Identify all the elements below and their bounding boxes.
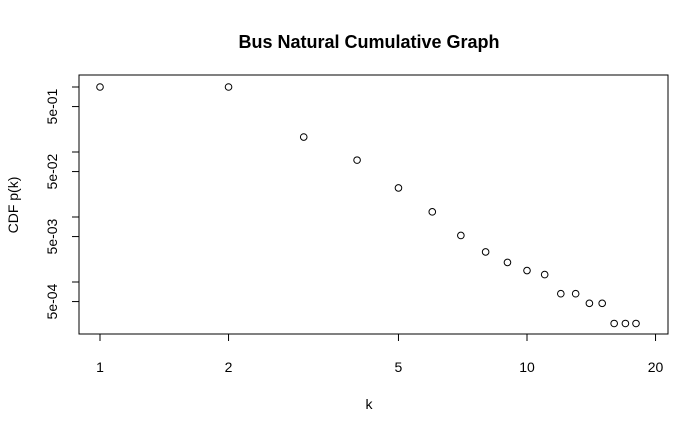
x-tick-label: 20 xyxy=(648,359,664,375)
data-point xyxy=(457,231,465,240)
data-point xyxy=(523,266,531,275)
y-tick-label: 5e-01 xyxy=(44,88,60,124)
x-tick-label: 10 xyxy=(519,359,535,375)
data-point xyxy=(610,319,618,328)
data-point xyxy=(394,184,403,192)
y-axis-label: CDF p(k) xyxy=(5,177,21,234)
y-axis: 5e-01 5e-02 5e-03 5e-04 xyxy=(44,86,80,319)
x-tick-label: 5 xyxy=(395,359,403,375)
x-tick-label: 1 xyxy=(96,359,104,375)
data-point xyxy=(299,133,308,141)
data-point xyxy=(632,319,640,328)
data-point xyxy=(353,156,361,164)
data-point xyxy=(557,289,565,298)
data-point xyxy=(96,83,104,91)
plot-box xyxy=(78,74,669,335)
x-axis-label: k xyxy=(366,396,374,412)
y-tick-label: 5e-02 xyxy=(44,153,60,189)
data-point xyxy=(598,299,606,308)
data-point xyxy=(621,319,630,328)
chart-title: Bus Natural Cumulative Graph xyxy=(238,32,499,52)
y-tick-label: 5e-04 xyxy=(44,283,60,319)
data-points xyxy=(96,83,640,328)
data-point xyxy=(481,248,490,256)
x-axis: 1 2 5 10 20 xyxy=(96,333,664,375)
x-tick-label: 2 xyxy=(225,359,233,375)
data-point xyxy=(585,299,594,308)
data-point xyxy=(428,208,437,216)
data-point xyxy=(571,289,580,298)
data-point xyxy=(224,83,233,91)
data-point xyxy=(503,258,512,267)
y-tick-label: 5e-03 xyxy=(44,218,60,254)
data-point xyxy=(540,270,549,279)
